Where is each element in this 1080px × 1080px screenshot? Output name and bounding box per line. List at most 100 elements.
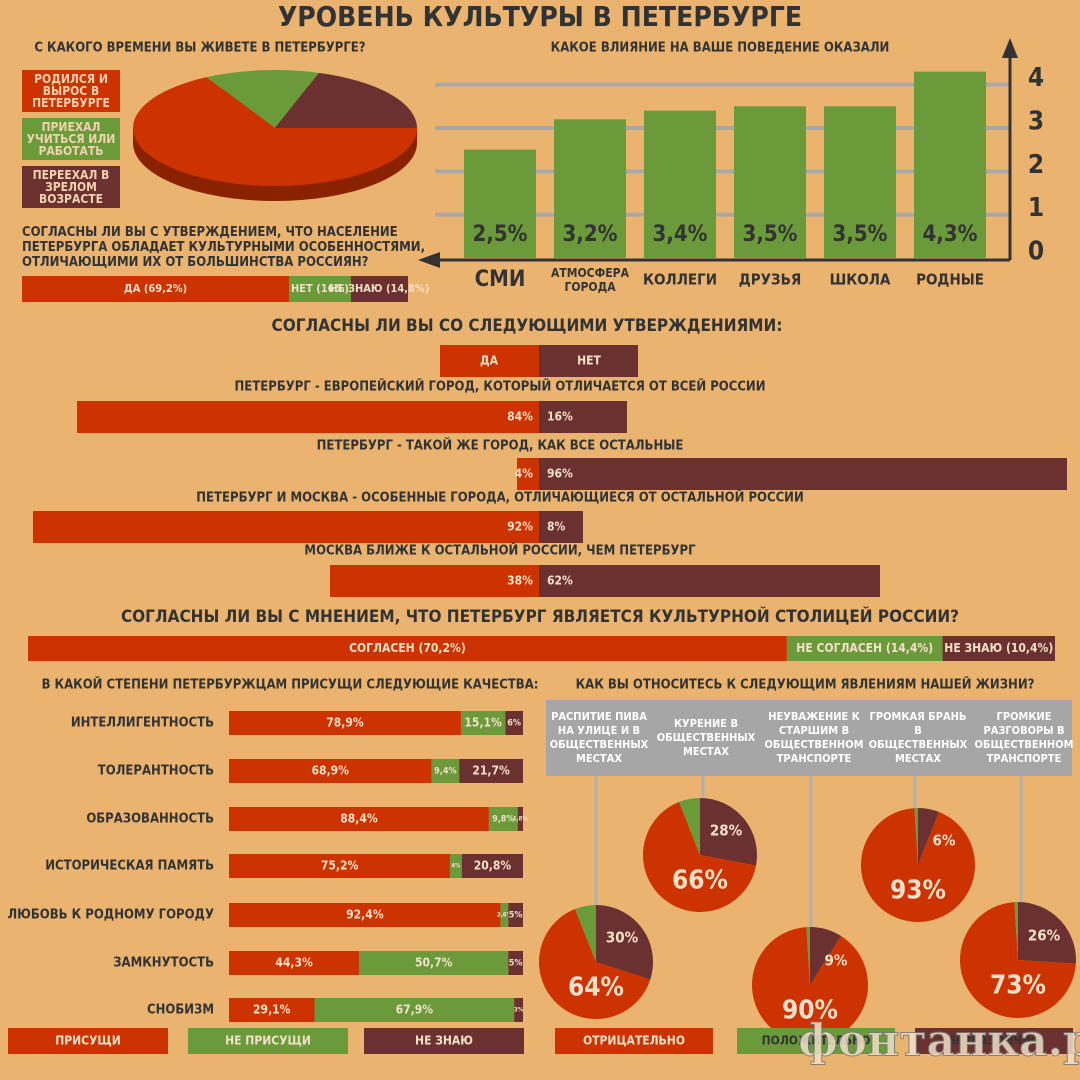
pie-slice bbox=[918, 808, 939, 865]
bar bbox=[539, 401, 627, 433]
value-label: 9,4% bbox=[434, 767, 456, 777]
chart-title: КАК ВЫ ОТНОСИТЕСЬ К СЛЕДУЮЩИМ ЯВЛЕНИЯМ Н… bbox=[576, 677, 1035, 693]
pie-slice bbox=[751, 927, 868, 1043]
value-label: 78,9% bbox=[326, 716, 364, 730]
category-label: ИСТОРИЧЕСКАЯ ПАМЯТЬ bbox=[45, 859, 214, 874]
y-tick-label: 2 bbox=[1028, 150, 1044, 180]
pie-slice bbox=[133, 77, 418, 186]
bar bbox=[77, 401, 539, 433]
value-label: 73% bbox=[990, 971, 1046, 1001]
pie-slice bbox=[575, 905, 596, 962]
bar-segment bbox=[229, 854, 451, 878]
pie-slice bbox=[959, 902, 1076, 1018]
bar-segment bbox=[786, 636, 943, 661]
value-label: 30% bbox=[606, 929, 639, 947]
category-label: ПЕТЕРБУРГ - ТАКОЙ ЖЕ ГОРОД, КАК ВСЕ ОСТА… bbox=[317, 438, 684, 454]
value-label: 2,5% bbox=[473, 222, 528, 247]
bar-segment bbox=[229, 903, 501, 927]
value-label: 67,9% bbox=[396, 1003, 434, 1017]
legend-swatch bbox=[440, 345, 539, 377]
pie-slice bbox=[1014, 902, 1018, 960]
value-label: 75,2% bbox=[321, 859, 359, 873]
page-title: УРОВЕНЬ КУЛЬТУРЫ В ПЕТЕРБУРГЕ bbox=[278, 0, 802, 33]
chart-title: СОГЛАСНЫ ЛИ ВЫ С УТВЕРЖДЕНИЕМ, ЧТО НАСЕЛ… bbox=[22, 225, 425, 270]
value-label: 5% bbox=[509, 911, 523, 921]
legend-swatch bbox=[22, 118, 120, 160]
category-label: РАСПИТИЕ ПИВА НА УЛИЦЕ И В ОБЩЕСТВЕННЫХ МЕС… bbox=[550, 710, 649, 765]
bar bbox=[539, 565, 880, 597]
pie-slice bbox=[700, 798, 757, 866]
pie-slice bbox=[861, 808, 975, 922]
value-label: 92,4% bbox=[346, 908, 384, 922]
segment-label: НЕ ЗНАЮ (14,8%) bbox=[329, 282, 429, 295]
pie-slice bbox=[643, 802, 756, 913]
x-tick-label: КОЛЛЕГИ bbox=[643, 271, 717, 289]
value-label: 44,3% bbox=[275, 956, 313, 970]
bar bbox=[824, 106, 896, 258]
legend-swatch bbox=[364, 1028, 524, 1054]
value-label: 3,5% bbox=[743, 222, 798, 247]
pie-slice bbox=[810, 927, 842, 985]
legend-swatch bbox=[539, 345, 638, 377]
pie-slice bbox=[596, 905, 654, 980]
bar-segment bbox=[431, 759, 460, 783]
bar-segment bbox=[461, 854, 523, 878]
pie-slice bbox=[275, 72, 417, 128]
category-label: ПЕТЕРБУРГ И МОСКВА - ОСОБЕННЫЕ ГОРОДА, О… bbox=[196, 490, 803, 506]
legend-label: ПЕРЕЕХАЛ В ЗРЕЛОМ ВОЗРАСТЕ bbox=[33, 168, 110, 206]
value-label: 26% bbox=[1028, 927, 1061, 945]
legend-label: НЕ ЗНАЮ bbox=[415, 1034, 473, 1048]
legend-label: ПРИЕХАЛ УЧИТЬСЯ ИЛИ РАБОТАТЬ bbox=[27, 120, 116, 158]
value-label: 4,3% bbox=[923, 222, 978, 247]
bar-segment bbox=[28, 636, 787, 661]
bar-segment bbox=[508, 903, 523, 927]
bar-segment bbox=[459, 759, 523, 783]
bar-segment bbox=[229, 807, 489, 831]
bar-segment bbox=[460, 711, 506, 735]
category-label: ПЕТЕРБУРГ - ЕВРОПЕЙСКИЙ ГОРОД, КОТОРЫЙ О… bbox=[235, 379, 766, 395]
value-label: 16% bbox=[547, 410, 573, 424]
bar-segment bbox=[229, 759, 432, 783]
category-label: ЗАМКНУТОСТЬ bbox=[113, 956, 214, 971]
chart-title: КАКОЕ ВЛИЯНИЕ НА ВАШЕ ПОВЕДЕНИЕ ОКАЗАЛИ bbox=[551, 41, 890, 56]
value-label: 38% bbox=[507, 574, 533, 588]
value-label: 64% bbox=[568, 973, 624, 1003]
category-label: ОБРАЗОВАННОСТЬ bbox=[86, 812, 214, 827]
value-label: 50,7% bbox=[415, 956, 453, 970]
legend-label: ПРИСУЩИ bbox=[55, 1034, 121, 1048]
segment-label: НЕТ (16%) bbox=[291, 282, 349, 295]
value-label: 4% bbox=[451, 863, 461, 870]
x-tick-label: РОДНЫЕ bbox=[916, 271, 984, 289]
axis-arrow bbox=[1002, 38, 1018, 58]
y-tick-label: 4 bbox=[1028, 63, 1044, 93]
chart-title: В КАКОЙ СТЕПЕНИ ПЕТЕРБУРЖЦАМ ПРИСУЩИ СЛЕ… bbox=[42, 677, 539, 693]
value-label: 96% bbox=[547, 467, 573, 481]
value-label: 8% bbox=[547, 520, 566, 534]
segment-label: НЕ ЗНАЮ (10,4%) bbox=[944, 641, 1053, 655]
value-label: 15,1% bbox=[464, 716, 502, 730]
bar-segment bbox=[450, 854, 462, 878]
legend-swatch bbox=[8, 1028, 168, 1054]
value-label: 92% bbox=[507, 520, 533, 534]
pie-slice bbox=[806, 927, 810, 985]
category-label: ИНТЕЛЛИГЕНТНОСТЬ bbox=[71, 716, 214, 731]
value-label: 3,4% bbox=[653, 222, 708, 247]
bar bbox=[517, 458, 539, 490]
x-tick-label: ДРУЗЬЯ bbox=[739, 271, 802, 289]
x-tick-label: АТМОСФЕРА ГОРОДА bbox=[551, 266, 630, 294]
value-label: 3,2% bbox=[563, 222, 618, 247]
value-label: 29,1% bbox=[253, 1003, 291, 1017]
bar-segment bbox=[508, 951, 523, 975]
bar bbox=[539, 511, 583, 543]
segment-label: СОГЛАСЕН (70,2%) bbox=[349, 641, 466, 655]
pie-slice bbox=[539, 909, 651, 1020]
value-label: 9,8% bbox=[492, 815, 514, 825]
bar-segment bbox=[314, 998, 515, 1022]
category-label: КУРЕНИЕ В ОБЩЕСТВЕННЫХ МЕСТАХ bbox=[657, 717, 756, 758]
value-label: 5% bbox=[509, 959, 523, 969]
value-label: 4% bbox=[515, 467, 534, 481]
legend-swatch bbox=[915, 1028, 1073, 1054]
bar-segment bbox=[289, 276, 351, 302]
value-label: 68,9% bbox=[312, 764, 350, 778]
legend-label: НЕ ПРИСУЩИ bbox=[225, 1034, 311, 1048]
